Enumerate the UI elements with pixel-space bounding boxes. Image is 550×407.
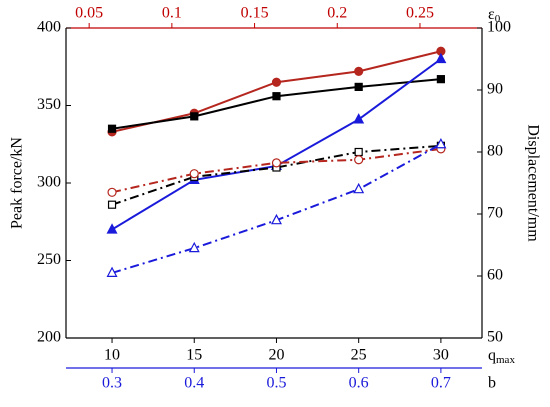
point [107,200,117,209]
point [353,113,365,124]
point [271,77,282,87]
y-tick-label: 200 [37,329,61,346]
point [189,169,199,179]
point [107,187,117,197]
y2-tick-label: 80 [487,143,503,160]
y2-tick-label: 90 [487,81,503,98]
point [106,223,118,234]
series-line [111,50,442,133]
bottom2-axis-label: b [488,375,496,392]
y-tick-label: 300 [37,174,61,191]
top-axis-label-main: ε [488,6,495,23]
y-tick-label: 250 [37,251,61,268]
top-axis-label-sub: 0 [495,13,501,25]
top-tick-label: 0.25 [406,5,434,22]
top-axis-label: ε0 [488,6,501,25]
point [190,112,199,121]
x-axis-label-main: q [488,347,496,364]
x-tick-label: 20 [268,347,284,364]
y-axis-label: Peak force/kN [9,137,26,229]
y2-axis-label: Displacement/mm [524,124,541,242]
x-tick-label: 30 [433,347,449,364]
point [354,147,363,157]
x-tick-label: 25 [351,347,367,364]
point [436,75,445,84]
bottom2-tick-label: 0.7 [431,375,451,392]
point [272,92,281,101]
x-tick-label: 10 [104,347,120,364]
point [354,66,364,77]
y2-tick-label: 100 [487,19,511,36]
top-tick-label: 0.05 [75,5,103,22]
point [188,241,200,253]
y2-tick-label: 70 [487,205,503,222]
point [435,137,447,149]
series-line [111,144,441,206]
bottom2-tick-label: 0.6 [349,375,369,392]
bottom2-tick-label: 0.3 [102,375,122,392]
x-axis-label: qmax [488,347,515,366]
top-tick-label: 0.15 [241,5,269,22]
x-axis-label-sub: max [496,354,515,366]
bottom2-tick-label: 0.5 [266,375,286,392]
point [354,82,363,92]
top-tick-label: 0.1 [162,5,182,22]
top-tick-label: 0.2 [327,5,347,22]
bottom2-tick-label: 0.4 [184,375,204,392]
y2-tick-label: 60 [487,267,503,284]
y-tick-label: 350 [37,96,61,113]
y-tick-label: 400 [37,19,61,36]
point [353,182,365,194]
point [435,52,447,64]
x-tick-label: 15 [186,347,202,364]
point [107,124,117,133]
point [354,155,364,165]
point [106,266,118,277]
y2-tick-label: 50 [487,329,503,346]
point [271,158,282,168]
point [270,213,282,225]
